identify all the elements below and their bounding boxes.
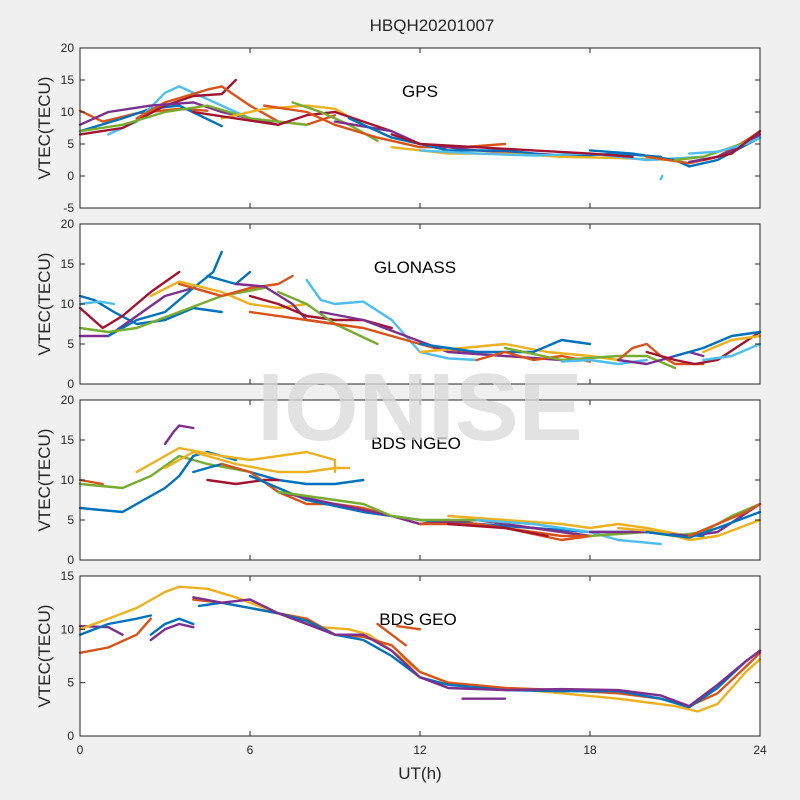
panel-label: GLONASS bbox=[374, 258, 456, 277]
panel-label: GPS bbox=[402, 82, 438, 101]
panel-glonass: 0 5 10 15 20 VTEC(TECU) GLONASS bbox=[35, 217, 762, 391]
y-axis-label: VTEC(TECU) bbox=[35, 429, 54, 532]
plot-area bbox=[80, 576, 760, 736]
series-group bbox=[78, 585, 762, 713]
y-tick-label: 10 bbox=[61, 622, 75, 636]
series-line bbox=[78, 104, 308, 133]
series-line bbox=[418, 338, 592, 354]
series-line bbox=[149, 622, 195, 642]
series-line bbox=[78, 617, 152, 654]
y-tick-label: 10 bbox=[61, 105, 75, 119]
x-tick-label: 6 bbox=[247, 743, 254, 757]
series-line bbox=[475, 350, 592, 363]
series-line bbox=[78, 294, 223, 326]
series-line bbox=[78, 270, 181, 330]
series-line bbox=[107, 250, 223, 338]
x-tick-label: 24 bbox=[753, 743, 767, 757]
y-tick-label: 10 bbox=[61, 297, 75, 311]
series-line bbox=[702, 130, 762, 162]
series-line bbox=[702, 334, 762, 354]
y-tick-label: 15 bbox=[61, 257, 75, 271]
series-line bbox=[390, 133, 634, 158]
watermark-text: IONISE bbox=[257, 354, 582, 461]
series-group bbox=[78, 78, 762, 181]
series-line bbox=[277, 290, 379, 346]
series-line bbox=[688, 136, 762, 155]
plot-area bbox=[80, 400, 760, 560]
series-line bbox=[149, 280, 308, 310]
series-line bbox=[659, 174, 664, 181]
series-line bbox=[376, 622, 407, 647]
series-line bbox=[503, 346, 677, 370]
x-tick-label: 18 bbox=[583, 743, 597, 757]
y-tick-label: 15 bbox=[61, 73, 75, 87]
y-tick-label: 15 bbox=[61, 433, 75, 447]
y-tick-label: 5 bbox=[67, 676, 74, 690]
series-line bbox=[418, 149, 705, 162]
y-axis-label: VTEC(TECU) bbox=[35, 77, 54, 180]
series-line bbox=[78, 450, 237, 514]
series-line bbox=[702, 342, 762, 362]
y-tick-label: 0 bbox=[67, 377, 74, 391]
panel-label: BDS NGEO bbox=[371, 434, 461, 453]
panels: -5 0 5 10 15 20 VTEC(TECU) GPS 0 5 10 15 20 VTEC(TECU… bbox=[35, 41, 767, 757]
x-axis-label: UT(h) bbox=[398, 764, 441, 783]
series-line bbox=[673, 330, 762, 358]
y-tick-label: 20 bbox=[61, 41, 75, 55]
y-tick-label: 5 bbox=[67, 513, 74, 527]
y-tick-label: -5 bbox=[63, 201, 74, 215]
series-line bbox=[645, 510, 762, 539]
plot-area bbox=[80, 224, 760, 384]
series-line bbox=[78, 300, 116, 306]
series-group bbox=[78, 250, 762, 370]
panel-gps: -5 0 5 10 15 20 VTEC(TECU) GPS bbox=[35, 41, 762, 215]
y-tick-label: 0 bbox=[67, 729, 74, 743]
series-line bbox=[135, 446, 337, 474]
series-line bbox=[305, 278, 478, 362]
series-line bbox=[163, 450, 351, 474]
y-axis-label: VTEC(TECU) bbox=[35, 253, 54, 356]
series-line bbox=[192, 596, 762, 708]
series-line bbox=[192, 110, 393, 133]
y-axis-label: VTEC(TECU) bbox=[35, 605, 54, 708]
series-line bbox=[447, 522, 549, 538]
y-tick-label: 5 bbox=[67, 137, 74, 151]
panel-label: BDS GEO bbox=[379, 610, 456, 629]
series-line bbox=[78, 478, 104, 486]
series-line bbox=[78, 614, 152, 636]
plot-area bbox=[80, 48, 760, 208]
figure-title: HBQH20201007 bbox=[370, 16, 495, 35]
y-tick-label: 5 bbox=[67, 337, 74, 351]
series-line bbox=[645, 330, 762, 366]
series-line bbox=[206, 478, 280, 486]
y-tick-label: 20 bbox=[61, 393, 75, 407]
series-line bbox=[396, 624, 422, 631]
series-line bbox=[78, 78, 237, 136]
panel-bds-geo: 0 5 10 15 0 6 12 18 24 VTEC(TECU) BDS GEO bbox=[35, 569, 767, 757]
y-tick-label: 10 bbox=[61, 473, 75, 487]
panel-bds-ngeo: 0 5 10 15 20 VTEC(TECU) BDS NGEO bbox=[35, 393, 762, 567]
series-line bbox=[617, 518, 762, 542]
series-line bbox=[447, 514, 691, 538]
y-tick-label: 20 bbox=[61, 217, 75, 231]
series-line bbox=[688, 502, 762, 538]
series-line bbox=[163, 424, 195, 446]
series-group bbox=[78, 424, 762, 546]
y-tick-label: 15 bbox=[61, 569, 75, 583]
series-line bbox=[149, 617, 195, 636]
y-tick-label: 0 bbox=[67, 553, 74, 567]
y-tick-label: 0 bbox=[67, 169, 74, 183]
series-line bbox=[178, 274, 294, 298]
series-line bbox=[617, 342, 705, 366]
x-tick-label: 0 bbox=[77, 743, 84, 757]
x-tick-label: 12 bbox=[413, 743, 427, 757]
series-line bbox=[78, 585, 762, 713]
